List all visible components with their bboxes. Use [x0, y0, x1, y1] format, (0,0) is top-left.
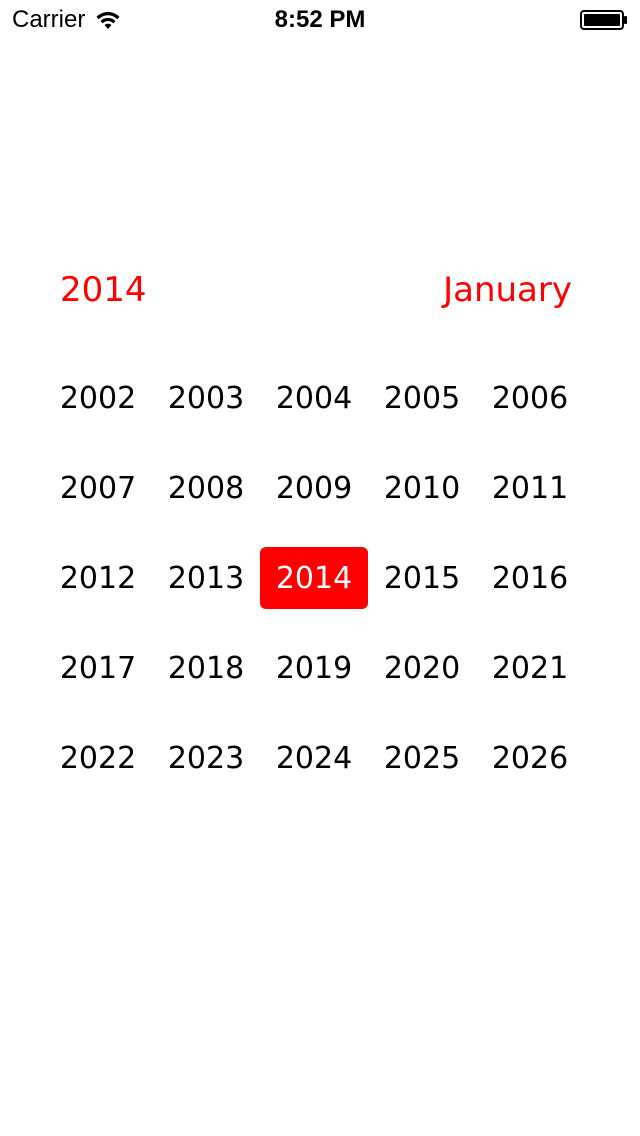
carrier-indicator: Carrier — [12, 6, 121, 34]
year-cell[interactable]: 2009 — [260, 443, 368, 533]
year-cell[interactable]: 2003 — [152, 353, 260, 443]
year-label: 2026 — [491, 740, 569, 776]
year-label: 2006 — [491, 380, 569, 416]
year-grid: 2002 2003 2004 2005 2006 2007 2008 2009 2010 2011… — [44, 353, 584, 803]
year-label: 2019 — [275, 650, 353, 686]
year-cell[interactable]: 2013 — [152, 533, 260, 623]
year-cell-selected[interactable]: 2014 — [260, 533, 368, 623]
selected-year-label: 2014 — [60, 270, 147, 310]
year-label: 2003 — [167, 380, 245, 416]
year-label: 2017 — [59, 650, 137, 686]
wifi-icon — [96, 11, 120, 29]
year-cell[interactable]: 2004 — [260, 353, 368, 443]
year-cell[interactable]: 2024 — [260, 713, 368, 803]
year-label: 2002 — [59, 380, 137, 416]
year-cell[interactable]: 2002 — [44, 353, 152, 443]
year-cell[interactable]: 2005 — [368, 353, 476, 443]
year-label: 2013 — [167, 560, 245, 596]
year-cell[interactable]: 2018 — [152, 623, 260, 713]
status-time: 8:52 PM — [274, 6, 366, 33]
year-cell[interactable]: 2021 — [476, 623, 584, 713]
year-cell[interactable]: 2023 — [152, 713, 260, 803]
year-cell[interactable]: 2025 — [368, 713, 476, 803]
year-label: 2021 — [491, 650, 569, 686]
year-label: 2024 — [275, 740, 353, 776]
year-cell[interactable]: 2006 — [476, 353, 584, 443]
year-cell[interactable]: 2026 — [476, 713, 584, 803]
selected-month-label: January — [443, 270, 572, 310]
year-cell[interactable]: 2020 — [368, 623, 476, 713]
year-label: 2023 — [167, 740, 245, 776]
year-label: 2016 — [491, 560, 569, 596]
year-label: 2008 — [167, 470, 245, 506]
year-label: 2011 — [491, 470, 569, 506]
year-cell[interactable]: 2012 — [44, 533, 152, 623]
year-cell[interactable]: 2007 — [44, 443, 152, 533]
year-label: 2010 — [383, 470, 461, 506]
year-label: 2005 — [383, 380, 461, 416]
battery-icon — [580, 10, 627, 30]
year-cell[interactable]: 2019 — [260, 623, 368, 713]
year-cell[interactable]: 2022 — [44, 713, 152, 803]
year-cell[interactable]: 2017 — [44, 623, 152, 713]
year-label: 2018 — [167, 650, 245, 686]
year-label: 2015 — [383, 560, 461, 596]
year-label: 2014 — [260, 547, 368, 609]
year-cell[interactable]: 2010 — [368, 443, 476, 533]
status-bar: Carrier 8:52 PM — [0, 0, 640, 40]
year-label: 2020 — [383, 650, 461, 686]
year-label: 2025 — [383, 740, 461, 776]
year-label: 2022 — [59, 740, 137, 776]
year-label: 2009 — [275, 470, 353, 506]
year-cell[interactable]: 2008 — [152, 443, 260, 533]
year-label: 2004 — [275, 380, 353, 416]
year-label: 2007 — [59, 470, 137, 506]
year-label: 2012 — [59, 560, 137, 596]
year-cell[interactable]: 2011 — [476, 443, 584, 533]
year-cell[interactable]: 2015 — [368, 533, 476, 623]
year-cell[interactable]: 2016 — [476, 533, 584, 623]
carrier-label: Carrier — [12, 6, 86, 33]
